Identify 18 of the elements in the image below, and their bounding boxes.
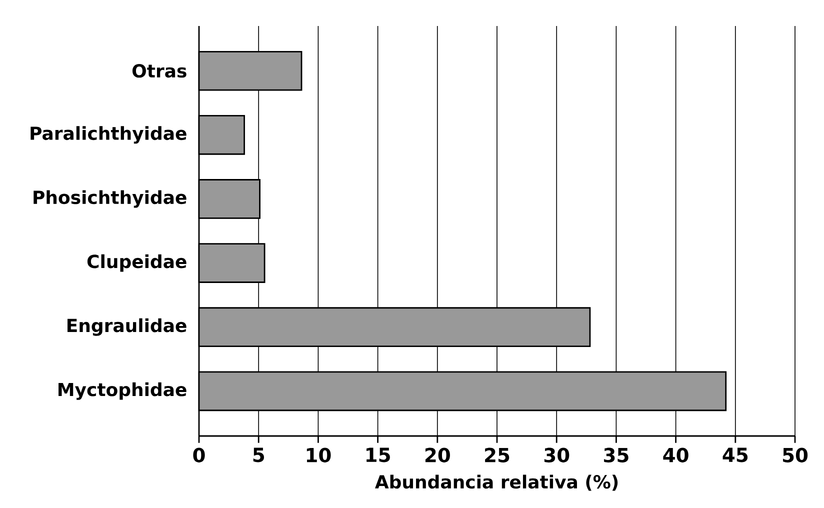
y-tick-label: Otras (132, 64, 186, 78)
y-tick-label: Clupeidae (87, 254, 186, 272)
x-tick-label: 10 (306, 448, 331, 462)
y-tick-label: Engraulidae (68, 318, 186, 336)
x-tick-label: 25 (485, 448, 510, 462)
x-tick-label: 15 (366, 448, 390, 462)
x-tick-label: 5 (253, 448, 264, 462)
x-tick-label: 50 (783, 448, 808, 462)
y-tick-label: Paralichthyidae (30, 126, 186, 144)
x-tick-label: 20 (425, 448, 450, 462)
x-tick-label: 35 (604, 448, 628, 462)
x-tick-label: 45 (722, 448, 748, 462)
x-tick-label: 40 (663, 448, 688, 462)
y-tick-label: Myctophidae (58, 382, 186, 400)
y-tick-label: Phosichthyidae (34, 190, 186, 208)
x-tick-label: 0 (193, 448, 205, 462)
x-axis-title: Abundancia relativa (%) (374, 474, 618, 491)
x-tick-label: 30 (544, 448, 570, 462)
